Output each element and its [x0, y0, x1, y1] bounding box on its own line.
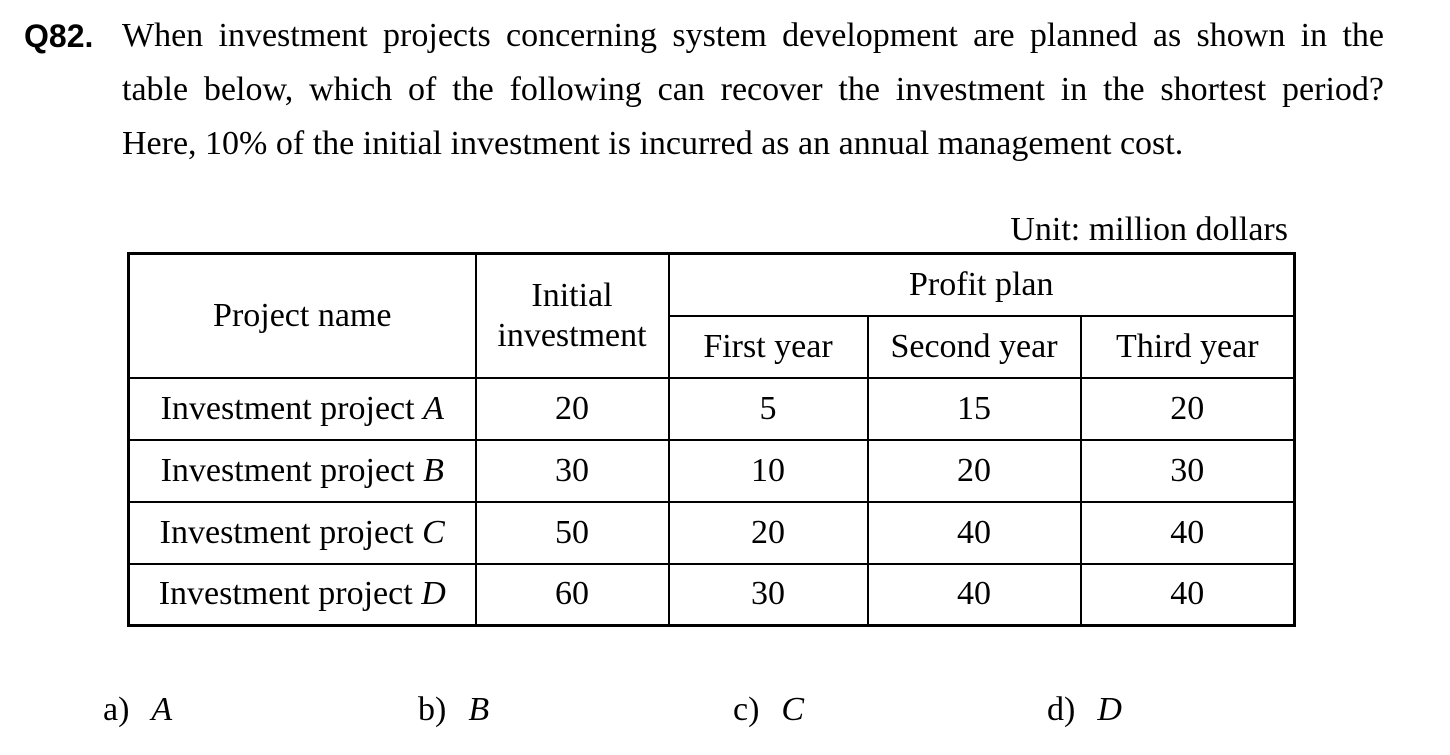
question-text-line-1: When investment projects concerning syst…: [122, 17, 1384, 54]
second-year-cell: 20: [866, 438, 1082, 503]
choice-a[interactable]: a) A: [103, 688, 172, 732]
choice-label: d): [1047, 691, 1076, 728]
choice-c[interactable]: c) C: [733, 688, 804, 732]
table-row: Investment project A 20 5 15 20: [127, 376, 1297, 441]
header-initial-line-2: investment: [497, 316, 647, 354]
investment-table: Project name Initial investment Profit p…: [127, 252, 1297, 627]
header-profit-plan: Profit plan: [667, 252, 1297, 317]
header-project-name: Project name: [127, 252, 477, 379]
first-year-cell: 20: [667, 500, 869, 565]
header-second-year: Second year: [866, 314, 1082, 379]
project-name-prefix: Investment project: [160, 389, 424, 427]
third-year-cell: 20: [1079, 376, 1297, 441]
project-letter: D: [421, 575, 446, 613]
project-letter: B: [423, 451, 444, 489]
project-letter: C: [422, 513, 445, 551]
project-name-prefix: Investment project: [160, 451, 424, 489]
third-year-cell: 40: [1079, 562, 1297, 627]
table-row: Investment project D 60 30 40 40: [127, 562, 1297, 627]
second-year-cell: 15: [866, 376, 1082, 441]
project-name-prefix: Investment project: [158, 575, 422, 613]
header-first-year: First year: [667, 314, 869, 379]
initial-investment-cell: 30: [474, 438, 670, 503]
choice-value: D: [1097, 691, 1122, 728]
choice-value: A: [151, 691, 173, 728]
first-year-cell: 30: [667, 562, 869, 627]
question-text-line-3: Here, 10% of the initial investment is i…: [122, 125, 1184, 162]
second-year-cell: 40: [866, 500, 1082, 565]
initial-investment-cell: 20: [474, 376, 670, 441]
project-letter: A: [423, 389, 444, 427]
third-year-cell: 30: [1079, 438, 1297, 503]
choice-value: C: [781, 691, 805, 728]
project-name-cell: Investment project B: [127, 438, 477, 503]
initial-investment-cell: 60: [474, 562, 670, 627]
choice-label: a): [103, 691, 130, 728]
header-initial-investment: Initial investment: [474, 252, 670, 379]
table-row: Investment project C 50 20 40 40: [127, 500, 1297, 565]
choice-value: B: [468, 691, 490, 728]
second-year-cell: 40: [866, 562, 1082, 627]
question-text-line-2: table below, which of the following can …: [122, 71, 1384, 108]
question-number: Q82.: [24, 18, 94, 54]
project-name-cell: Investment project D: [127, 562, 477, 627]
header-initial-line-1: Initial: [531, 276, 613, 314]
project-name-cell: Investment project C: [127, 500, 477, 565]
first-year-cell: 10: [667, 438, 869, 503]
choice-d[interactable]: d) D: [1047, 688, 1122, 732]
choice-label: b): [418, 691, 447, 728]
project-name-prefix: Investment project: [159, 513, 423, 551]
header-third-year: Third year: [1079, 314, 1297, 379]
initial-investment-cell: 50: [474, 500, 670, 565]
table-row: Investment project B 30 10 20 30: [127, 438, 1297, 503]
third-year-cell: 40: [1079, 500, 1297, 565]
unit-label: Unit: million dollars: [1010, 211, 1288, 248]
project-name-cell: Investment project A: [127, 376, 477, 441]
first-year-cell: 5: [667, 376, 869, 441]
choice-b[interactable]: b) B: [418, 688, 489, 732]
choice-label: c): [733, 691, 760, 728]
